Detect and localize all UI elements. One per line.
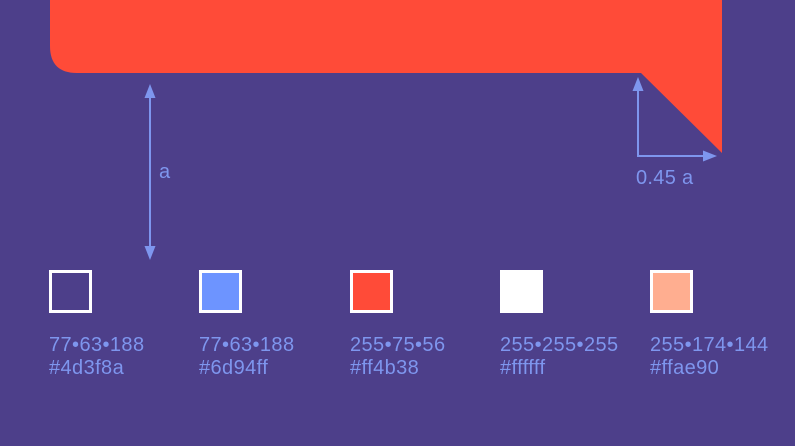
swatch-hex-value: #6d94ff <box>199 357 269 379</box>
arrowhead-down-icon <box>144 246 156 260</box>
arrowhead-right-icon <box>703 150 717 162</box>
swatch-hex-value: #ffae90 <box>650 357 720 379</box>
banner-shape <box>50 0 722 153</box>
swatch-color-box <box>350 270 393 313</box>
swatch-white: 255•255•255 #ffffff <box>500 270 650 380</box>
arrowhead-up-icon <box>144 84 156 98</box>
swatch-color-box <box>650 270 693 313</box>
swatch-hex-value: #ffffff <box>500 357 546 379</box>
swatch-rgb-value: 255•255•255 <box>500 334 619 356</box>
measure-arrow-tail <box>632 77 717 162</box>
swatch-hex-value: #4d3f8a <box>49 357 125 379</box>
swatch-rgb-value: 77•63•188 <box>199 334 295 356</box>
swatch-color-box <box>49 270 92 313</box>
swatch-rgb-value: 255•174•144 <box>650 334 769 356</box>
swatch-peach: 255•174•144 #ffae90 <box>650 270 795 380</box>
measure-arrow-a <box>144 84 156 260</box>
swatch-rgb-value: 255•75•56 <box>350 334 446 356</box>
dimension-label-tail: 0.45 a <box>636 167 694 189</box>
swatch-hex-value: #ff4b38 <box>350 357 420 379</box>
swatch-orange-red: 255•75•56 #ff4b38 <box>350 270 500 380</box>
swatch-color-box <box>199 270 242 313</box>
swatch-periwinkle-blue: 77•63•188 #6d94ff <box>199 270 349 380</box>
swatch-background-purple: 77•63•188 #4d3f8a <box>49 270 199 380</box>
swatch-color-box <box>500 270 543 313</box>
swatch-rgb-value: 77•63•188 <box>49 334 145 356</box>
dimension-label-a: a <box>159 161 171 183</box>
arrowhead-up-icon <box>632 77 644 91</box>
